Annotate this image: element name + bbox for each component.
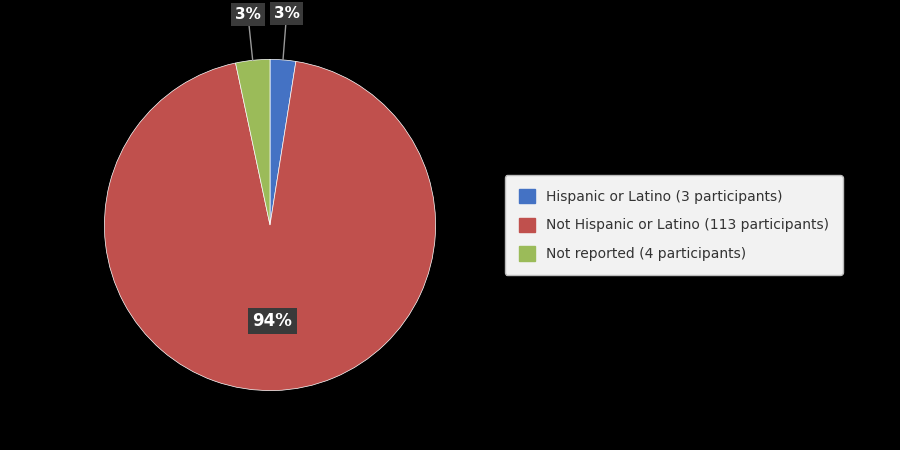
Wedge shape xyxy=(270,59,296,225)
Text: 3%: 3% xyxy=(235,7,261,22)
Legend: Hispanic or Latino (3 participants), Not Hispanic or Latino (113 participants), : Hispanic or Latino (3 participants), Not… xyxy=(505,175,843,275)
Wedge shape xyxy=(104,62,436,391)
Text: 3%: 3% xyxy=(274,6,300,21)
Wedge shape xyxy=(236,59,270,225)
Text: 94%: 94% xyxy=(253,312,292,330)
